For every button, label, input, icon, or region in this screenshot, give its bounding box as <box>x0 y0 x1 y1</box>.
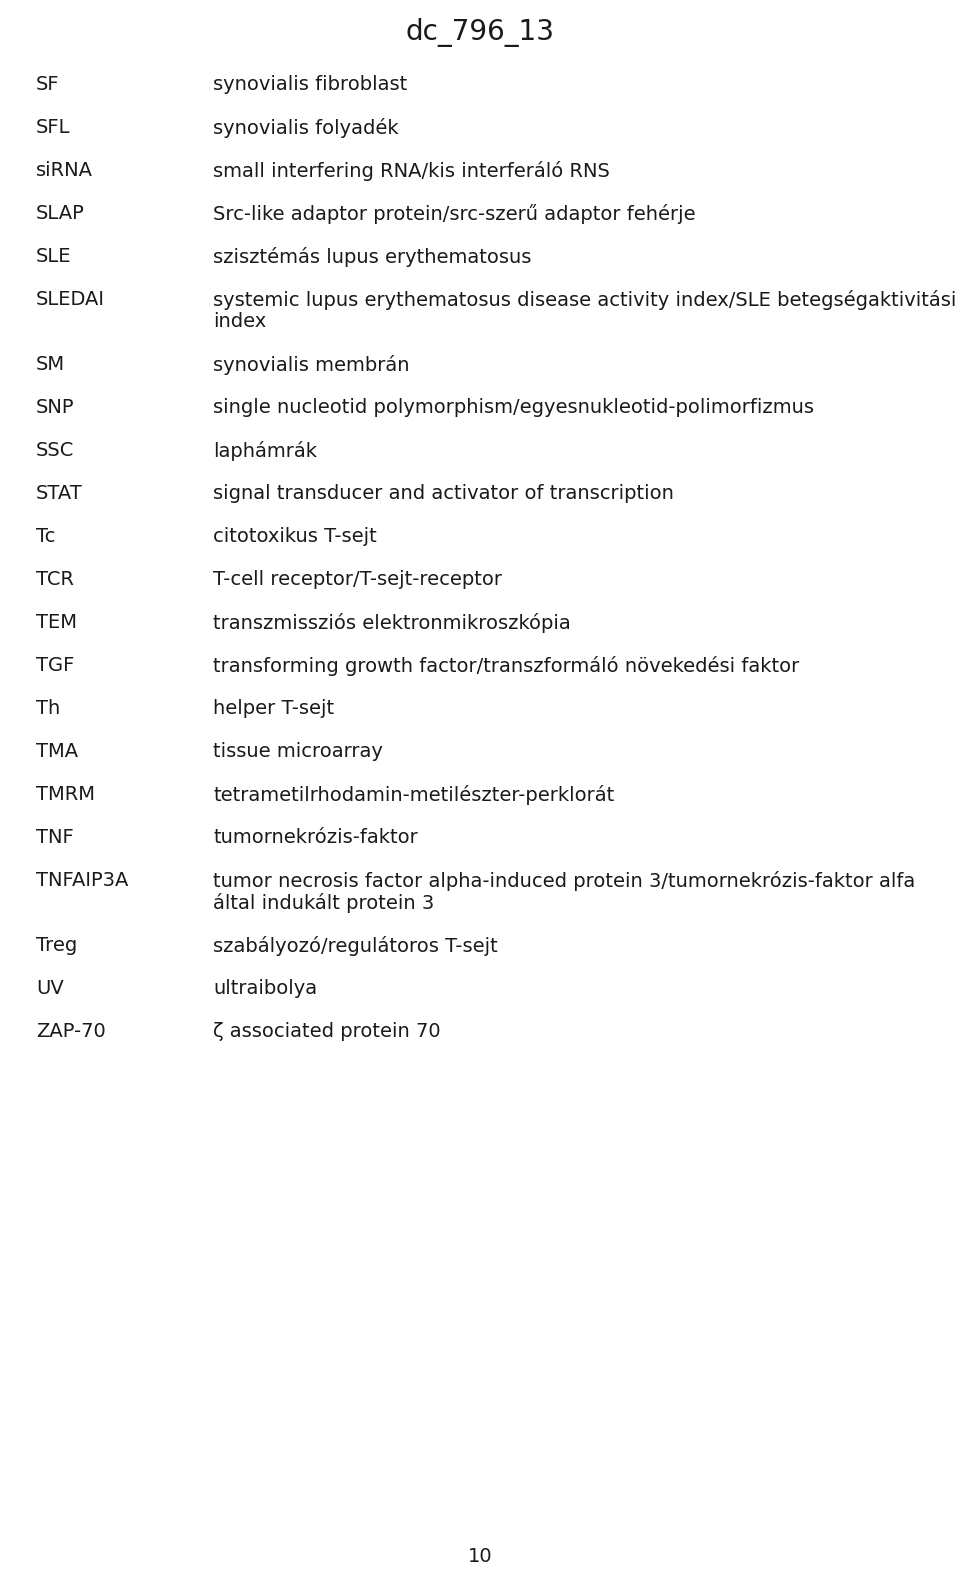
Text: TEM: TEM <box>36 613 77 632</box>
Text: single nucleotid polymorphism/egyesnukleotid-polimorfizmus: single nucleotid polymorphism/egyesnukle… <box>213 397 814 416</box>
Text: Src-like adaptor protein/src-szerű adaptor fehérje: Src-like adaptor protein/src-szerű adapt… <box>213 203 696 224</box>
Text: szabályozó/regulátoros T-sejt: szabályozó/regulátoros T-sejt <box>213 937 497 956</box>
Text: TNFAIP3A: TNFAIP3A <box>36 871 129 889</box>
Text: SLEDAI: SLEDAI <box>36 290 105 309</box>
Text: SFL: SFL <box>36 118 70 137</box>
Text: tissue microarray: tissue microarray <box>213 743 383 762</box>
Text: SM: SM <box>36 355 65 374</box>
Text: dc_796_13: dc_796_13 <box>405 17 555 47</box>
Text: SF: SF <box>36 76 60 95</box>
Text: T-cell receptor/T-sejt-receptor: T-cell receptor/T-sejt-receptor <box>213 569 502 588</box>
Text: Treg: Treg <box>36 937 77 956</box>
Text: transforming growth factor/transzformáló növekedési faktor: transforming growth factor/transzformáló… <box>213 656 800 677</box>
Text: synovialis membrán: synovialis membrán <box>213 355 410 375</box>
Text: Th: Th <box>36 699 60 718</box>
Text: systemic lupus erythematosus disease activity index/SLE betegségaktivitási: systemic lupus erythematosus disease act… <box>213 290 956 311</box>
Text: ZAP-70: ZAP-70 <box>36 1022 106 1041</box>
Text: small interfering RNA/kis interferáló RNS: small interfering RNA/kis interferáló RN… <box>213 161 610 181</box>
Text: TMRM: TMRM <box>36 785 95 804</box>
Text: TGF: TGF <box>36 656 74 675</box>
Text: transzmissziós elektronmikroszkópia: transzmissziós elektronmikroszkópia <box>213 613 571 632</box>
Text: SNP: SNP <box>36 397 75 416</box>
Text: tetrametilrhodamin-metilészter-perklorát: tetrametilrhodamin-metilészter-perklorát <box>213 785 614 804</box>
Text: laphámrák: laphámrák <box>213 442 317 460</box>
Text: által indukált protein 3: által indukált protein 3 <box>213 893 434 913</box>
Text: TCR: TCR <box>36 569 74 588</box>
Text: STAT: STAT <box>36 484 83 503</box>
Text: helper T-sejt: helper T-sejt <box>213 699 334 718</box>
Text: synovialis folyadék: synovialis folyadék <box>213 118 398 139</box>
Text: szisztémás lupus erythematosus: szisztémás lupus erythematosus <box>213 248 532 267</box>
Text: SLAP: SLAP <box>36 203 84 222</box>
Text: citotoxikus T-sejt: citotoxikus T-sejt <box>213 527 376 546</box>
Text: synovialis fibroblast: synovialis fibroblast <box>213 76 407 95</box>
Text: TNF: TNF <box>36 828 74 847</box>
Text: index: index <box>213 312 266 331</box>
Text: SLE: SLE <box>36 248 71 267</box>
Text: tumornekrózis-faktor: tumornekrózis-faktor <box>213 828 418 847</box>
Text: UV: UV <box>36 979 63 998</box>
Text: tumor necrosis factor alpha-induced protein 3/tumornekrózis-faktor alfa: tumor necrosis factor alpha-induced prot… <box>213 871 915 891</box>
Text: ζ associated protein 70: ζ associated protein 70 <box>213 1022 441 1041</box>
Text: SSC: SSC <box>36 442 74 460</box>
Text: siRNA: siRNA <box>36 161 93 180</box>
Text: signal transducer and activator of transcription: signal transducer and activator of trans… <box>213 484 674 503</box>
Text: ultraibolya: ultraibolya <box>213 979 317 998</box>
Text: TMA: TMA <box>36 743 78 762</box>
Text: Tc: Tc <box>36 527 56 546</box>
Text: 10: 10 <box>468 1547 492 1566</box>
